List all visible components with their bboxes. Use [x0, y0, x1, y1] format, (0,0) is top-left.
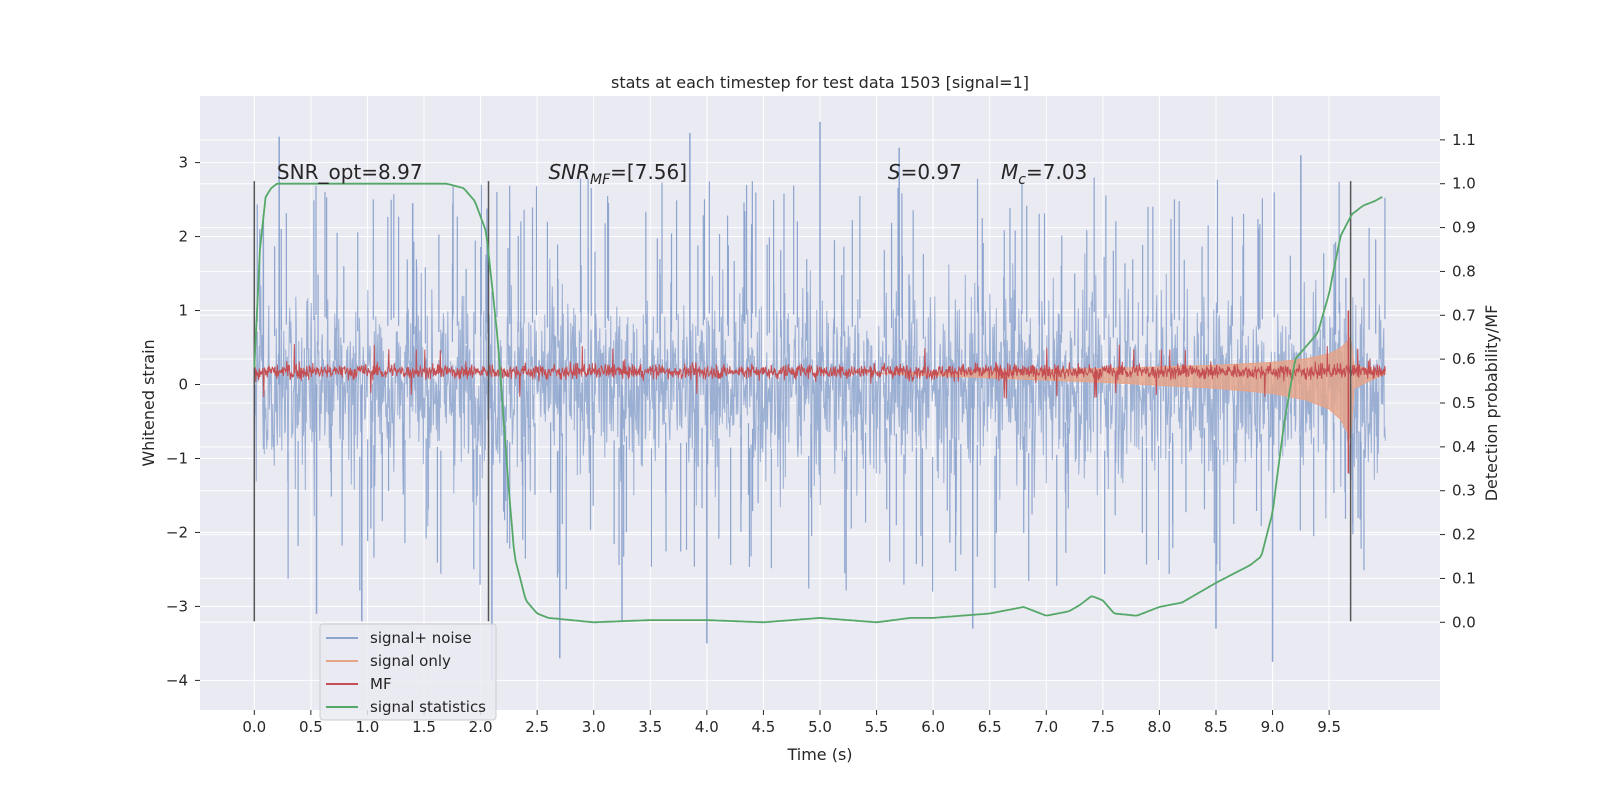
y-tick-label: 3: [178, 154, 188, 172]
y2-tick-label: 0.6: [1452, 350, 1476, 368]
x-tick-label: 2.5: [525, 718, 549, 736]
x-tick-label: 7.0: [1034, 718, 1058, 736]
y2-tick-label: 0.3: [1452, 482, 1476, 500]
legend: signal+ noise signal only MF signal stat…: [319, 623, 497, 721]
annotation-s-stat: S=0.97: [888, 160, 962, 184]
y2-tick-label: 1.1: [1452, 131, 1476, 149]
legend-box: [319, 623, 497, 721]
legend-label-signal-noise: signal+ noise: [370, 629, 472, 647]
y2-tick-label: 0.9: [1452, 219, 1476, 237]
y2-axis-label: Detection probability/MF: [1482, 305, 1501, 502]
mf-line: [253, 343, 1386, 399]
x-tick-label: 4.5: [752, 718, 776, 736]
x-tick-label: 2.0: [469, 718, 493, 736]
series-mf: [253, 310, 1386, 474]
x-tick-label: 8.5: [1204, 718, 1228, 736]
y-tick-label: 1: [178, 302, 188, 320]
series-signal-only: [876, 335, 1388, 441]
signal-statistics-line: [253, 182, 1383, 624]
x-tick-label: 0.5: [299, 718, 323, 736]
legend-label-mf: MF: [370, 675, 392, 693]
y-tick-label: −2: [166, 523, 188, 541]
y-axis-label: Whitened strain: [139, 339, 158, 466]
y-tick-label: 2: [178, 228, 188, 246]
legend-label-signal-only: signal only: [370, 652, 451, 670]
annotation-snr-opt: SNR_opt=8.97: [277, 160, 423, 184]
y2-tick-label: 0.4: [1452, 438, 1476, 456]
y-tick-label: −4: [166, 671, 188, 689]
y2-tick-labels: 0.0 0.1 0.2 0.3 0.4 0.5 0.6 0.7 0.8 0.9 1.0 1.1: [1440, 131, 1476, 631]
x-tick-label: 0.0: [242, 718, 266, 736]
x-tick-label: 1.5: [412, 718, 436, 736]
y2-tick-label: 0.5: [1452, 394, 1476, 412]
y-tick-labels: −4 −3 −2 −1 0 1 2 3: [166, 154, 200, 689]
chart-title: stats at each timestep for test data 150…: [611, 73, 1029, 92]
x-tick-label: 6.0: [921, 718, 945, 736]
y2-tick-label: 0.7: [1452, 306, 1476, 324]
y2-tick-label: 0.8: [1452, 262, 1476, 280]
x-axis-label: Time (s): [786, 745, 852, 764]
y-tick-label: 0: [178, 376, 188, 394]
x-tick-label: 8.0: [1147, 718, 1171, 736]
annotation-snr-mf: SNRMF=[7.56]: [548, 160, 687, 188]
annotation-mchirp: Mc=7.03: [1001, 160, 1087, 188]
y-tick-label: −1: [166, 449, 188, 467]
y2-tick-label: 0.2: [1452, 526, 1476, 544]
series-signal-noise: [253, 121, 1386, 681]
x-tick-label: 9.0: [1261, 718, 1285, 736]
x-tick-label: 5.5: [865, 718, 889, 736]
x-tick-label: 4.0: [695, 718, 719, 736]
signal-only-envelope: [876, 335, 1388, 441]
x-tick-label: 7.5: [1091, 718, 1115, 736]
x-tick-label: 9.5: [1317, 718, 1341, 736]
y-tick-label: −3: [166, 597, 188, 615]
x-tick-label: 6.5: [978, 718, 1002, 736]
y2-tick-label: 0.0: [1452, 613, 1476, 631]
annotations: SNR_opt=8.97 SNRMF=[7.56] S=0.97 Mc=7.03: [277, 160, 1087, 188]
legend-label-signal-statistics: signal statistics: [370, 698, 486, 716]
y2-tick-label: 1.0: [1452, 175, 1476, 193]
series-signal-statistics: [253, 182, 1383, 624]
x-tick-label: 5.0: [808, 718, 832, 736]
y2-tick-label: 0.1: [1452, 569, 1476, 587]
x-tick-label: 1.0: [356, 718, 380, 736]
x-tick-labels: 0.0 0.5 1.0 1.5 2.0 2.5 3.0 3.5 4.0 4.5 5.0 5.5 6.0 6…: [242, 710, 1341, 736]
x-tick-label: 3.0: [582, 718, 606, 736]
signal-noise-line: [253, 248, 1386, 527]
x-tick-label: 3.5: [638, 718, 662, 736]
